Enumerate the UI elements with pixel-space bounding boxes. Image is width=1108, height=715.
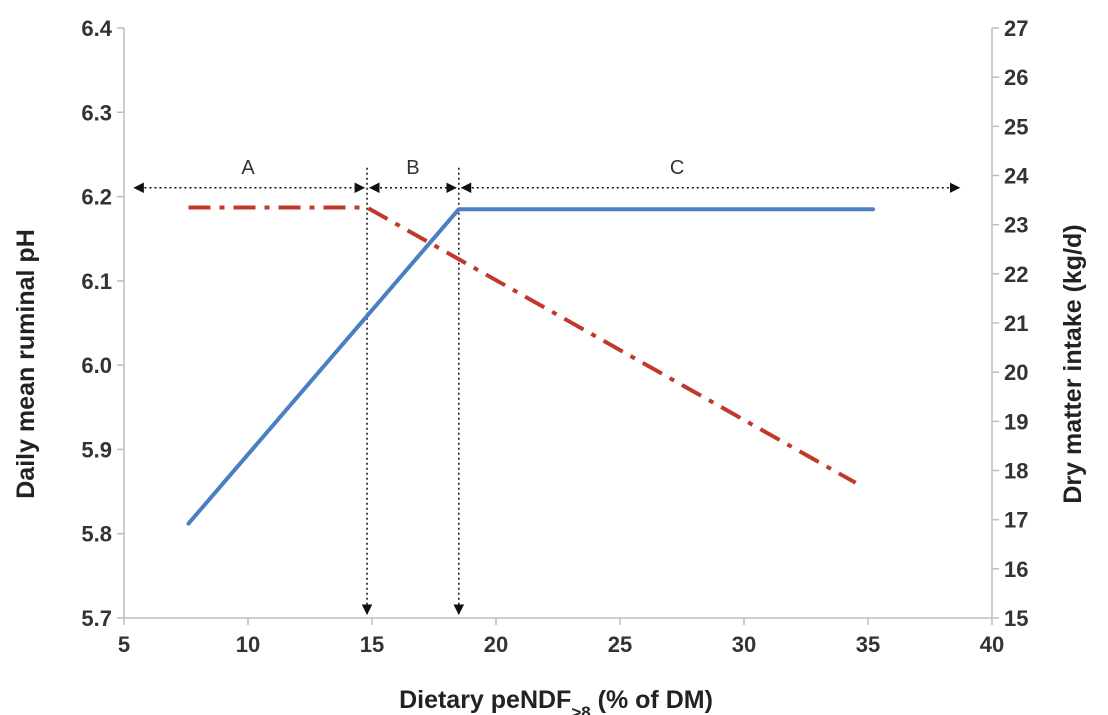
- y-right-tick-label: 25: [1004, 114, 1028, 139]
- y-left-tick-label: 5.9: [81, 437, 112, 462]
- dmi-series-line: [188, 205, 857, 485]
- y-right-tick-label: 22: [1004, 262, 1028, 287]
- y-left-tick-label: 5.8: [81, 522, 112, 547]
- zone-label-a: A: [241, 157, 255, 179]
- y-right-tick-label: 16: [1004, 557, 1028, 582]
- y-right-tick-label: 19: [1004, 409, 1028, 434]
- x-axis-title: Dietary peNDF>8 (% of DM): [399, 686, 713, 715]
- y-left-tick-label: 5.7: [81, 606, 112, 631]
- x-tick-label: 30: [732, 632, 756, 657]
- x-tick-label: 5: [118, 632, 130, 657]
- y-right-tick-label: 26: [1004, 65, 1028, 90]
- axis-titles: Dietary peNDF>8 (% of DM) Daily mean rum…: [12, 224, 1087, 715]
- y-left-tick-label: 6.0: [81, 353, 112, 378]
- y-right-axis-title: Dry matter intake (kg/d): [1059, 224, 1087, 503]
- series-layer: [186, 205, 875, 526]
- y-right-tick-label: 20: [1004, 360, 1028, 385]
- y-right-tick-label: 17: [1004, 508, 1028, 533]
- x-tick-label: 10: [236, 632, 260, 657]
- ph-series-line: [186, 207, 875, 526]
- y-right-tick-label: 21: [1004, 311, 1028, 336]
- axes: [117, 27, 999, 625]
- y-right-tick-label: 18: [1004, 459, 1028, 484]
- y-right-tick-label: 23: [1004, 213, 1028, 238]
- y-right-tick-label: 24: [1004, 164, 1029, 189]
- y-left-tick-label: 6.2: [81, 185, 112, 210]
- tick-labels: 5 10 15 20 25 30 35 40 5.7 5.8 5.9 6.0 6.1 6.2 6.3 6.4 1…: [81, 16, 1029, 657]
- zone-markers: A B C: [133, 157, 961, 616]
- x-tick-label: 35: [856, 632, 880, 657]
- y-left-axis-title: Daily mean ruminal pH: [12, 229, 40, 499]
- x-tick-label: 20: [484, 632, 508, 657]
- y-left-tick-label: 6.4: [81, 16, 112, 41]
- y-left-tick-label: 6.1: [81, 269, 112, 294]
- y-right-tick-label: 27: [1004, 16, 1028, 41]
- x-tick-label: 25: [608, 632, 632, 657]
- y-left-tick-label: 6.3: [81, 100, 112, 125]
- x-tick-label: 15: [360, 632, 384, 657]
- x-tick-label: 40: [980, 632, 1004, 657]
- zone-label-c: C: [670, 157, 684, 179]
- y-right-tick-label: 15: [1004, 606, 1028, 631]
- zone-label-b: B: [406, 157, 419, 179]
